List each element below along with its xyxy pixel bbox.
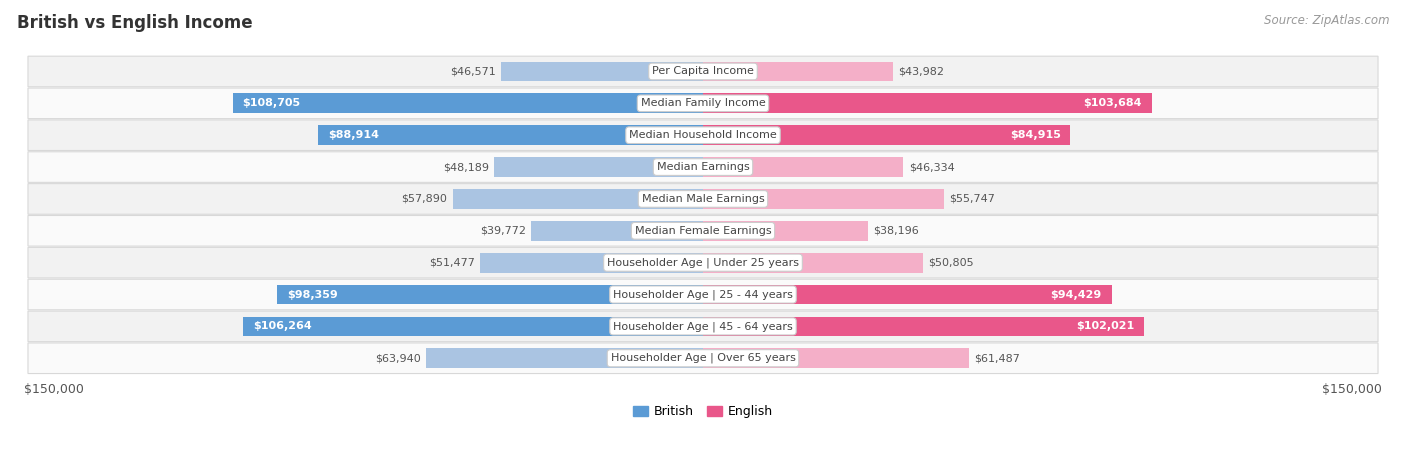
Text: $98,359: $98,359 (287, 290, 337, 299)
Bar (426, 348, 703, 368)
FancyBboxPatch shape (28, 184, 1378, 214)
Text: Householder Age | Under 25 years: Householder Age | Under 25 years (607, 257, 799, 268)
Bar (277, 285, 703, 304)
FancyBboxPatch shape (28, 120, 1378, 150)
Text: $103,684: $103,684 (1084, 99, 1142, 108)
Bar (318, 125, 703, 145)
Bar (703, 285, 1112, 304)
Bar (703, 125, 1070, 145)
Bar (703, 189, 945, 209)
Text: Median Household Income: Median Household Income (628, 130, 778, 140)
Text: $55,747: $55,747 (949, 194, 995, 204)
Text: $50,805: $50,805 (928, 258, 973, 268)
Text: Per Capita Income: Per Capita Income (652, 66, 754, 77)
FancyBboxPatch shape (28, 152, 1378, 182)
Bar (703, 317, 1144, 336)
Text: $94,429: $94,429 (1050, 290, 1102, 299)
Text: Householder Age | Over 65 years: Householder Age | Over 65 years (610, 353, 796, 363)
Text: $46,334: $46,334 (908, 162, 955, 172)
Bar (495, 157, 703, 177)
Text: $39,772: $39,772 (479, 226, 526, 236)
Text: $108,705: $108,705 (242, 99, 301, 108)
Text: $102,021: $102,021 (1077, 321, 1135, 332)
Text: $61,487: $61,487 (974, 353, 1021, 363)
Text: $51,477: $51,477 (429, 258, 475, 268)
FancyBboxPatch shape (28, 343, 1378, 374)
Bar (703, 62, 893, 81)
Text: Median Male Earnings: Median Male Earnings (641, 194, 765, 204)
Text: Median Earnings: Median Earnings (657, 162, 749, 172)
Text: $63,940: $63,940 (375, 353, 422, 363)
Text: Householder Age | 25 - 44 years: Householder Age | 25 - 44 years (613, 289, 793, 300)
Text: $57,890: $57,890 (402, 194, 447, 204)
Bar (703, 253, 922, 273)
Text: $48,189: $48,189 (443, 162, 489, 172)
Text: $38,196: $38,196 (873, 226, 920, 236)
Text: British vs English Income: British vs English Income (17, 14, 253, 32)
FancyBboxPatch shape (28, 279, 1378, 310)
Text: $84,915: $84,915 (1010, 130, 1060, 140)
Bar (481, 253, 703, 273)
Text: Median Female Earnings: Median Female Earnings (634, 226, 772, 236)
Text: Source: ZipAtlas.com: Source: ZipAtlas.com (1264, 14, 1389, 27)
Bar (453, 189, 703, 209)
Text: $43,982: $43,982 (898, 66, 945, 77)
FancyBboxPatch shape (28, 88, 1378, 119)
Bar (703, 221, 869, 241)
Text: $106,264: $106,264 (253, 321, 312, 332)
Bar (703, 157, 904, 177)
Legend: British, English: British, English (628, 400, 778, 423)
Bar (502, 62, 703, 81)
Bar (232, 93, 703, 113)
FancyBboxPatch shape (28, 215, 1378, 246)
Text: $46,571: $46,571 (450, 66, 496, 77)
Bar (703, 93, 1152, 113)
Bar (703, 348, 969, 368)
FancyBboxPatch shape (28, 248, 1378, 278)
Text: Householder Age | 45 - 64 years: Householder Age | 45 - 64 years (613, 321, 793, 332)
Bar (531, 221, 703, 241)
Bar (243, 317, 703, 336)
FancyBboxPatch shape (28, 56, 1378, 87)
Text: Median Family Income: Median Family Income (641, 99, 765, 108)
FancyBboxPatch shape (28, 311, 1378, 342)
Text: $88,914: $88,914 (328, 130, 380, 140)
